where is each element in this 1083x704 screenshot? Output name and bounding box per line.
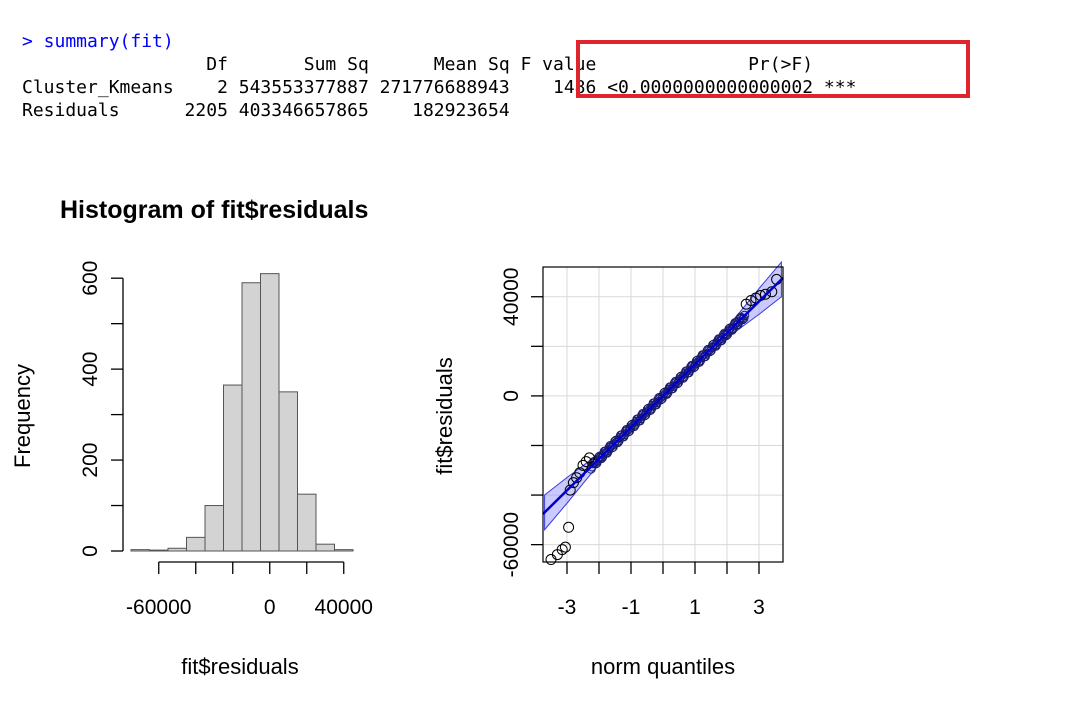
histogram-bar xyxy=(130,549,150,552)
qq-x-tick-label: 1 xyxy=(689,596,701,619)
histogram-y-tick-label: 600 xyxy=(79,261,102,296)
qq-x-tick-label: 3 xyxy=(753,596,765,619)
histogram-x-tick-label: 0 xyxy=(264,596,276,619)
histogram-y-tick-label: 200 xyxy=(79,443,102,478)
histogram-x-tick-label: 40000 xyxy=(315,596,373,619)
qq-point xyxy=(739,310,750,321)
qq-plot: norm quantiles fit$residuals -3 -1 1 3 -6000… xyxy=(432,260,784,679)
qq-point xyxy=(545,554,557,566)
histogram-bar xyxy=(149,549,169,552)
histogram-x-tick-label: -60000 xyxy=(126,596,191,619)
qq-point xyxy=(583,452,595,464)
qq-point xyxy=(766,286,778,298)
qq-x-tick-label: -3 xyxy=(558,596,577,619)
anova-row-cluster: Cluster_Kmeans 2 543553377887 2717766889… xyxy=(22,77,857,98)
anova-header: Df Sum Sq Mean Sq F value Pr(>F) xyxy=(22,54,814,75)
histogram-bar xyxy=(260,273,280,552)
qq-y-tick-label: 0 xyxy=(500,390,523,402)
histogram-bar xyxy=(315,543,335,552)
histogram-y-tick-label: 400 xyxy=(79,352,102,387)
histogram-bar xyxy=(241,282,261,552)
histogram-xlabel: fit$residuals xyxy=(181,654,298,679)
histogram-bar xyxy=(297,493,317,552)
qq-x-tick-label: -1 xyxy=(622,596,641,619)
highlight-box xyxy=(576,40,970,98)
histogram-ylabel: Frequency xyxy=(10,364,35,468)
qq-xlabel: norm quantiles xyxy=(591,654,735,679)
qq-point xyxy=(759,288,771,300)
histogram-bar xyxy=(278,391,298,552)
anova-row-residuals: Residuals 2205 403346657865 182923654 xyxy=(22,100,510,121)
qq-y-tick-label: 40000 xyxy=(500,268,523,326)
histogram-title: Histogram of fit$residuals xyxy=(60,196,368,224)
qq-point xyxy=(637,410,647,420)
histogram-bar xyxy=(334,549,354,552)
qq-point xyxy=(588,458,598,469)
qq-ylabel: fit$residuals xyxy=(432,357,457,474)
console-text: > summary(fit) Df Sum Sq Mean Sq F value… xyxy=(22,30,856,122)
qq-point xyxy=(563,521,575,533)
console-command: > summary(fit) xyxy=(22,31,174,52)
qq-point xyxy=(559,541,571,553)
histogram-y-tick-label: 0 xyxy=(79,545,102,557)
qq-y-tick-label: -60000 xyxy=(500,512,523,577)
qq-point xyxy=(580,456,592,468)
qq-reference-line xyxy=(542,276,784,515)
histogram-bar xyxy=(204,505,224,552)
histogram-bar xyxy=(186,536,206,552)
histogram-plot: Histogram of fit$residuals fit$residuals… xyxy=(10,196,373,679)
qq-point xyxy=(564,484,576,496)
qq-point xyxy=(556,544,568,556)
histogram-bar xyxy=(167,547,187,552)
qq-point xyxy=(604,442,614,453)
qq-point xyxy=(577,459,589,471)
qq-point xyxy=(620,426,631,437)
histogram-bar xyxy=(223,384,243,552)
